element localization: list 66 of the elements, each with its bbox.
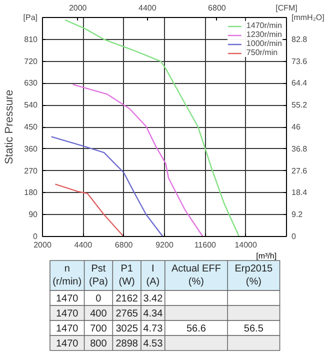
line-series: [54, 184, 124, 236]
text: n (r/min): [52, 263, 82, 288]
text: 4.73: [143, 324, 164, 334]
x-tick-label: 4400: [74, 240, 93, 250]
legend-label: 750r/min: [246, 48, 278, 57]
y-tick-label: 720: [24, 56, 38, 66]
y2-tick-label: 0: [292, 232, 296, 241]
x-tick-label: 2000: [34, 240, 52, 250]
text: 4.53: [143, 338, 164, 350]
text: 400: [90, 308, 108, 320]
text: 800: [90, 338, 108, 350]
text: 2162: [116, 294, 138, 304]
text: 56.5: [244, 324, 264, 334]
line-series: [72, 84, 204, 236]
text: 1470: [56, 308, 79, 320]
y2-tick-label: 46: [292, 122, 301, 132]
x-axis-title: [m³/h]: [256, 252, 277, 260]
y2-tick-label: [mmH₂O]: [292, 13, 324, 22]
text: 700: [90, 324, 108, 334]
text: 1470: [56, 294, 79, 304]
y-tick-label: 360: [24, 144, 38, 154]
text: 0: [96, 294, 102, 304]
text: 1470: [56, 338, 79, 350]
y-tick-label: 810: [24, 34, 38, 44]
y2-tick-label: 9.2: [292, 210, 304, 220]
text: I (A): [146, 263, 160, 288]
y2-tick-label: 27.6: [292, 166, 308, 176]
y-tick-label: [Pa]: [23, 13, 38, 22]
x2-axis-title: [CFM]: [276, 4, 298, 12]
text: 4.34: [143, 308, 164, 320]
line-series: [50, 136, 164, 236]
y-tick-label: 540: [24, 100, 38, 110]
legend-label: 1000r/min: [246, 39, 282, 48]
y-tick-label: 270: [24, 166, 38, 176]
text: 2898: [116, 338, 138, 350]
legend-label: 1230r/min: [246, 30, 282, 39]
y-tick-label: 90: [28, 210, 38, 220]
x2-tick-label: 6800: [208, 4, 226, 12]
legend-label: 1470r/min: [246, 21, 282, 30]
text: P1 (W): [118, 263, 135, 288]
y-tick-label: 450: [24, 122, 38, 132]
y-tick-label: 180: [24, 188, 38, 198]
x-tick-label: 9200: [156, 240, 174, 250]
text: Actual EFF (%): [171, 263, 221, 288]
text: Pst (Pa): [89, 263, 108, 288]
x-tick-label: 14000: [234, 240, 258, 250]
x2-tick-label: 2000: [68, 4, 88, 12]
y2-tick-label: 18.4: [292, 188, 308, 198]
text: 2765: [116, 308, 138, 320]
y2-tick-label: 55.2: [292, 100, 308, 110]
y-axis-title: Static Pressure: [3, 90, 16, 164]
text: 56.6: [186, 324, 206, 334]
y2-tick-label: 36.8: [292, 144, 308, 154]
y-tick-label: 630: [24, 78, 38, 88]
line-series: [64, 19, 240, 236]
y-tick-label: 0: [33, 232, 38, 241]
x-tick-label: 11600: [194, 240, 217, 250]
x-tick-label: 6800: [114, 240, 134, 250]
x2-tick-label: 4400: [138, 4, 157, 12]
y2-tick-label: 64.4: [292, 78, 308, 88]
y2-tick-label: 73.6: [292, 56, 308, 66]
text: 1470: [56, 324, 79, 334]
text: 3025: [116, 324, 138, 334]
y2-tick-label: 82.8: [292, 34, 308, 44]
text: 3.42: [143, 294, 164, 304]
text: Erp2015 (%): [234, 263, 274, 288]
